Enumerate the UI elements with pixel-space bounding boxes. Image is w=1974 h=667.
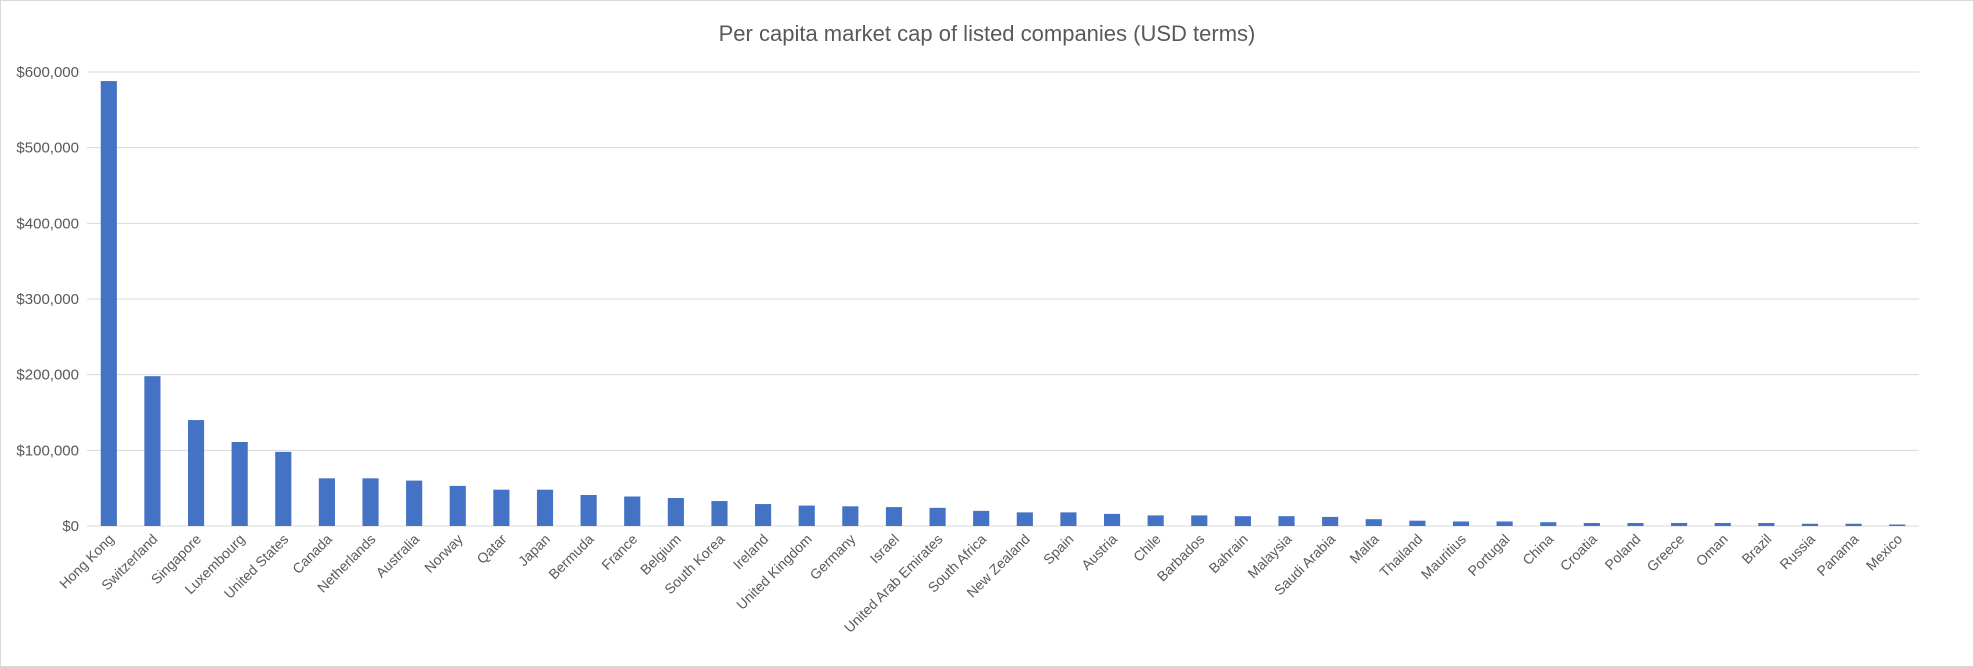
- x-tick-label: Barbados: [1154, 531, 1208, 585]
- bar: [1234, 516, 1251, 526]
- bar: [1365, 519, 1382, 526]
- bar: [187, 420, 205, 526]
- bar: [406, 480, 423, 526]
- x-tick-label: Ireland: [730, 531, 772, 573]
- bar: [493, 489, 510, 526]
- bar: [1278, 516, 1295, 526]
- bar: [1671, 522, 1688, 526]
- x-tick-label: Mauritius: [1418, 531, 1469, 582]
- bar: [1191, 515, 1208, 526]
- x-tick-label: Oman: [1693, 531, 1731, 569]
- y-tick-label: $100,000: [16, 442, 79, 459]
- y-tick-label: $600,000: [16, 64, 79, 81]
- bar: [842, 506, 859, 526]
- bar: [1060, 512, 1077, 526]
- bar: [144, 376, 161, 526]
- bar: [362, 478, 379, 526]
- bars: [100, 81, 1906, 526]
- bar: [929, 507, 946, 526]
- bar: [318, 478, 335, 526]
- bar: [755, 504, 772, 526]
- x-tick-label: Brazil: [1738, 531, 1774, 567]
- bar: [885, 507, 903, 526]
- y-tick-label: $400,000: [16, 215, 79, 232]
- bar: [1322, 516, 1339, 526]
- bar: [1147, 515, 1164, 526]
- bar: [667, 498, 684, 526]
- bar: [1496, 521, 1513, 526]
- bar: [275, 451, 292, 526]
- x-tick-label: Germany: [806, 531, 858, 583]
- y-tick-label: $500,000: [16, 140, 79, 157]
- bar: [973, 510, 990, 526]
- x-axis-tick-labels: Hong KongSwitzerlandSingaporeLuxembourgU…: [56, 531, 1905, 636]
- x-tick-label: Australia: [372, 531, 422, 581]
- bar: [580, 494, 597, 526]
- x-tick-label: Croatia: [1557, 531, 1600, 574]
- x-tick-label: Poland: [1601, 531, 1643, 573]
- bar: [1758, 522, 1775, 526]
- x-tick-label: Bermuda: [545, 531, 597, 583]
- bar: [1627, 522, 1644, 526]
- x-tick-label: Russia: [1776, 531, 1818, 573]
- x-tick-label: Spain: [1040, 531, 1077, 568]
- bar: [1103, 513, 1121, 526]
- bar: [1452, 521, 1470, 526]
- bar: [1583, 522, 1600, 526]
- x-tick-label: Qatar: [473, 531, 509, 567]
- y-axis-tick-labels: $0 $100,000 $200,000 $300,000 $400,000 $500,0…: [16, 64, 79, 535]
- bar: [1714, 522, 1731, 526]
- x-tick-label: Malta: [1346, 531, 1382, 567]
- x-tick-label: Chile: [1130, 531, 1164, 565]
- bar: [100, 81, 117, 526]
- bar: [711, 501, 728, 526]
- x-tick-label: Israel: [867, 531, 903, 567]
- y-tick-label: $200,000: [16, 367, 79, 384]
- x-tick-label: France: [598, 531, 640, 573]
- x-tick-label: Panama: [1813, 531, 1861, 579]
- y-tick-label: $0: [62, 518, 79, 535]
- x-tick-label: Greece: [1643, 531, 1687, 575]
- bar: [1016, 512, 1033, 526]
- x-tick-label: Portugal: [1465, 531, 1513, 579]
- bar: [1409, 520, 1426, 526]
- gridlines: [87, 71, 1919, 527]
- bar: [536, 489, 554, 526]
- y-tick-label: $300,000: [16, 291, 79, 308]
- bar: [624, 496, 641, 526]
- bar: [1889, 524, 1906, 526]
- bar: [1540, 522, 1557, 526]
- chart-title: Per capita market cap of listed companie…: [719, 21, 1256, 46]
- x-tick-label: Austria: [1078, 531, 1120, 573]
- x-tick-label: United Kingdom: [733, 531, 815, 613]
- bar: [1845, 523, 1862, 526]
- x-tick-label: Mexico: [1863, 531, 1906, 574]
- bar: [798, 505, 815, 526]
- x-tick-label: Norway: [421, 531, 466, 576]
- x-tick-label: Japan: [515, 531, 553, 569]
- bar: [231, 442, 248, 526]
- x-tick-label: China: [1519, 531, 1556, 568]
- bar: [449, 485, 466, 526]
- bar: [1801, 523, 1819, 526]
